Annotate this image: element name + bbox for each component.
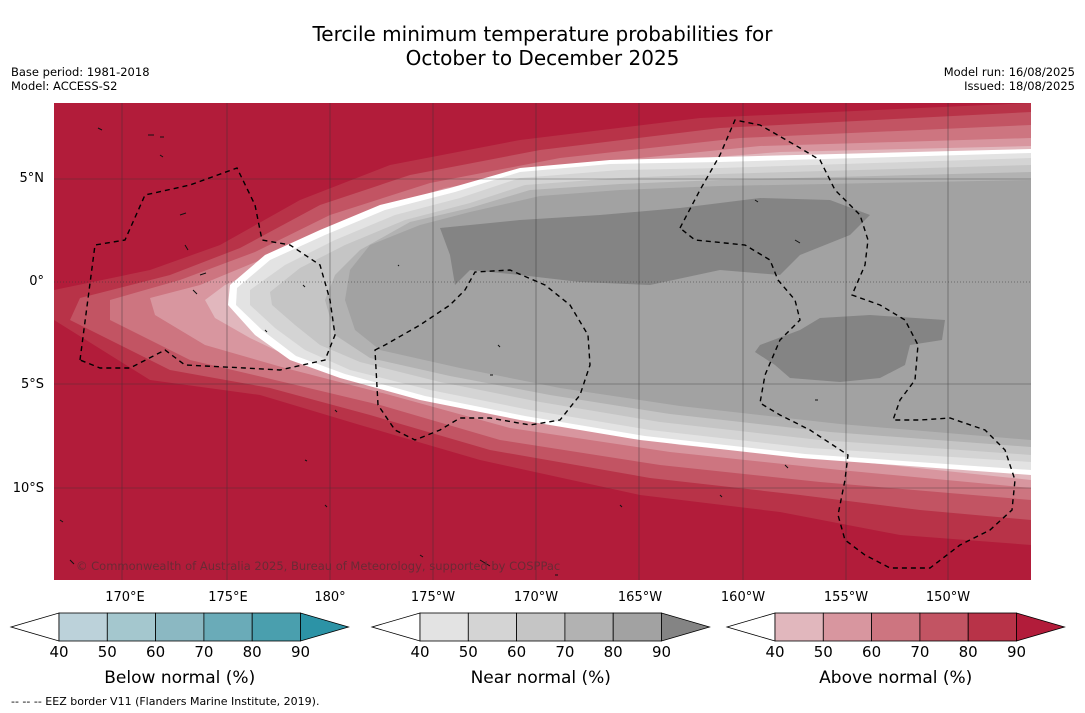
colorbar-0	[9, 612, 350, 642]
colorbar-tick-label: 40	[49, 643, 69, 661]
colorbar-under-triangle	[370, 612, 421, 642]
lon-label-175w: 175°W	[410, 590, 456, 605]
colorbar-under-triangle	[9, 612, 60, 642]
near-normal-90-patch-north	[440, 198, 870, 285]
model-name: Model: ACCESS-S2	[11, 79, 118, 93]
colorbar-segment	[58, 612, 108, 642]
colorbar-segment	[203, 612, 253, 642]
colorbar-tick-label: 50	[97, 643, 117, 661]
title-line-2: October to December 2025	[405, 46, 680, 70]
colorbar-segment	[871, 612, 921, 642]
colorbar-tick-label: 50	[813, 643, 833, 661]
lon-label-150w: 150°W	[925, 590, 971, 605]
colorbar-segment	[919, 612, 969, 642]
lat-label-5n: 5°N	[19, 171, 45, 186]
colorbar-tick-label: 70	[194, 643, 214, 661]
colorbar-segment	[564, 612, 614, 642]
model-run: Model run: 16/08/2025	[943, 65, 1075, 79]
colorbar-title: Below normal (%)	[104, 668, 256, 688]
lon-label-175e: 175°E	[208, 590, 248, 605]
colorbar-tick-label: 40	[410, 643, 430, 661]
lat-label-0: 0°	[29, 274, 44, 289]
lon-label-180: 180°	[314, 590, 346, 605]
graticule	[54, 103, 1031, 580]
colorbar-title: Above normal (%)	[819, 668, 973, 688]
colorbar-segment	[822, 612, 872, 642]
colorbar-segment	[467, 612, 517, 642]
colorbar-tick-label: 80	[603, 643, 623, 661]
lat-label-5s: 5°S	[20, 377, 44, 392]
colorbar-tick-label: 80	[958, 643, 978, 661]
lon-label-170w: 170°W	[513, 590, 559, 605]
base-period: Base period: 1981-2018	[11, 65, 150, 79]
lon-label-165w: 165°W	[617, 590, 663, 605]
colorbar-tick-label: 90	[1006, 643, 1027, 661]
lon-label-160w: 160°W	[720, 590, 766, 605]
colorbar-segment	[155, 612, 205, 642]
eez-borders	[79, 119, 1016, 569]
colorbar-tick-label: 60	[862, 643, 882, 661]
colorbar-over-triangle	[300, 612, 350, 642]
colorbar-2	[725, 612, 1066, 642]
colorbar-tick-label: 70	[555, 643, 575, 661]
colorbar-over-triangle	[1016, 612, 1066, 642]
colorbar-over-triangle	[661, 612, 711, 642]
map-field	[54, 103, 1031, 580]
colorbar-title: Near normal (%)	[470, 668, 611, 688]
colorbar-tick-label: 60	[507, 643, 527, 661]
copyright-notice: © Commonwealth of Australia 2025, Bureau…	[76, 559, 561, 573]
near-normal-90-patch-south	[755, 315, 945, 382]
colorbar-segment	[516, 612, 566, 642]
map-title: Tercile minimum temperature probabilitie…	[0, 22, 1085, 70]
meta-right: Model run: 16/08/2025 Issued: 18/08/2025	[944, 65, 1075, 93]
colorbar-tick-label: 60	[146, 643, 166, 661]
colorbar-tick-label: 80	[242, 643, 262, 661]
issued-date: Issued: 18/08/2025	[964, 79, 1075, 93]
colorbar-tick-label: 50	[458, 643, 478, 661]
colorbar-segment	[106, 612, 157, 642]
lon-label-155w: 155°W	[823, 590, 869, 605]
colorbar-segment	[774, 612, 824, 642]
colorbar-tick-label: 40	[765, 643, 785, 661]
colorbar-segment	[967, 612, 1017, 642]
colorbar-tick-label: 90	[651, 643, 672, 661]
colorbar-segment	[612, 612, 662, 642]
colorbars	[9, 612, 1066, 642]
colorbar-1	[370, 612, 711, 642]
colorbar-under-triangle	[725, 612, 776, 642]
colorbar-segment	[419, 612, 469, 642]
colorbar-tick-label: 70	[910, 643, 930, 661]
eez-footnote: -- -- -- EEZ border V11 (Flanders Marine…	[11, 695, 320, 708]
colorbar-tick-label: 90	[290, 643, 311, 661]
meta-left: Base period: 1981-2018 Model: ACCESS-S2	[11, 65, 150, 93]
colorbar-segment	[251, 612, 301, 642]
lon-label-170e: 170°E	[105, 590, 145, 605]
lat-label-10s: 10°S	[12, 481, 44, 496]
islands	[59, 127, 818, 576]
title-line-1: Tercile minimum temperature probabilitie…	[312, 22, 773, 46]
